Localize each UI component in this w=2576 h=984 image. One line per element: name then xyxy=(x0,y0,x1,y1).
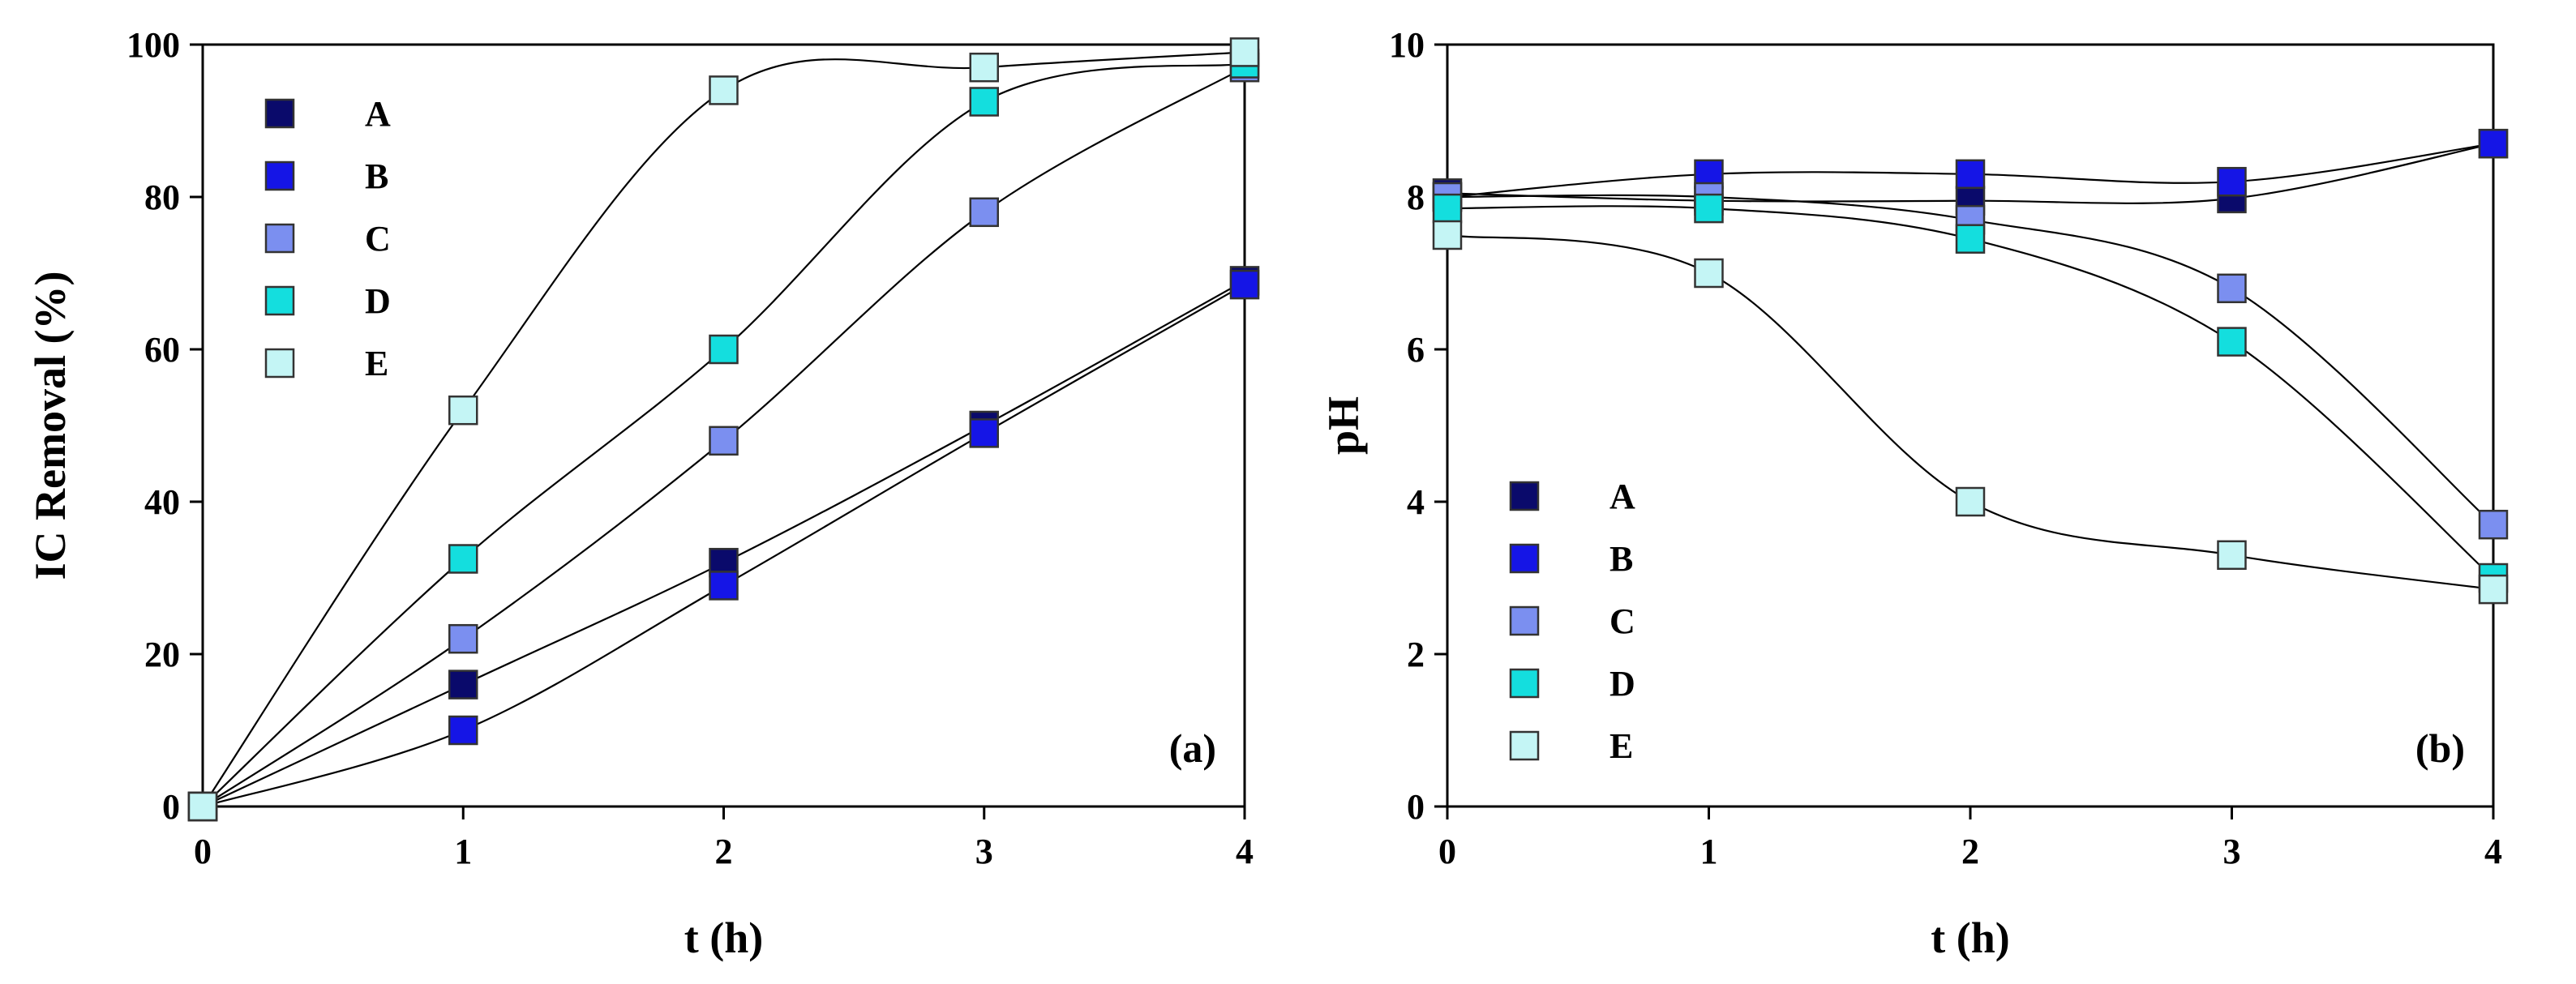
y-tick-label: 10 xyxy=(1389,25,1425,65)
y-tick-label: 4 xyxy=(1407,482,1425,522)
data-point-D xyxy=(2217,327,2247,357)
panel-label: (a) xyxy=(1169,725,1216,771)
data-point-A xyxy=(448,670,478,699)
x-tick-label: 0 xyxy=(1438,832,1456,871)
data-point-B xyxy=(709,571,739,601)
series-line-E xyxy=(1447,233,2494,591)
legend-label-B: B xyxy=(1609,539,1633,579)
panel-label: (b) xyxy=(2415,725,2465,771)
data-point-B xyxy=(1229,269,1260,300)
y-tick-label: 0 xyxy=(162,787,180,827)
y-tick-label: 20 xyxy=(144,635,180,674)
x-tick-label: 2 xyxy=(715,832,733,871)
data-point-B xyxy=(2478,128,2509,159)
legend-marker-A xyxy=(264,98,295,129)
data-point-E xyxy=(709,75,739,105)
x-tick-label: 3 xyxy=(2223,832,2241,871)
legend-marker-D xyxy=(1509,668,1540,699)
y-tick-label: 40 xyxy=(144,482,180,522)
x-tick-label: 4 xyxy=(2484,832,2502,871)
legend-label-E: E xyxy=(1609,726,1633,766)
legend-marker-D xyxy=(264,285,295,316)
x-tick-label: 1 xyxy=(1700,832,1718,871)
data-point-E xyxy=(448,395,478,426)
y-tick-label: 2 xyxy=(1407,635,1425,674)
legend-label-D: D xyxy=(1609,664,1635,704)
data-point-B xyxy=(448,715,478,746)
data-point-E xyxy=(969,52,999,83)
data-point-C xyxy=(2478,509,2509,540)
x-axis-title: t (h) xyxy=(684,913,763,962)
series-line-D xyxy=(1447,205,2494,579)
legend-marker-E xyxy=(264,348,295,379)
y-axis-title: pH xyxy=(1319,396,1368,455)
x-tick-label: 0 xyxy=(194,832,212,871)
x-axis-title: t (h) xyxy=(1931,913,2009,962)
data-point-D xyxy=(709,334,739,365)
data-point-D xyxy=(448,544,478,574)
series-line-E xyxy=(202,51,1245,807)
data-point-E xyxy=(1955,486,1986,517)
data-point-E xyxy=(1432,220,1463,250)
legend-marker-B xyxy=(264,160,295,191)
data-point-C xyxy=(2217,273,2247,304)
x-tick-label: 4 xyxy=(1236,832,1254,871)
y-tick-label: 8 xyxy=(1407,178,1425,217)
y-axis-title: IC Removal (%) xyxy=(26,272,75,580)
x-tick-label: 2 xyxy=(1961,832,1979,871)
y-tick-label: 6 xyxy=(1407,330,1425,370)
y-tick-label: 60 xyxy=(144,330,180,370)
data-point-E xyxy=(1229,37,1260,67)
data-point-D xyxy=(1955,224,1986,254)
y-tick-label: 100 xyxy=(126,25,180,65)
legend-label-C: C xyxy=(365,219,391,259)
data-point-B xyxy=(969,418,999,448)
legend-label-D: D xyxy=(365,281,391,321)
legend-marker-C xyxy=(264,223,295,254)
legend-marker-E xyxy=(1509,730,1540,761)
data-point-D xyxy=(1694,193,1724,224)
data-point-E xyxy=(1694,258,1724,289)
legend-label-A: A xyxy=(365,94,391,134)
legend-label-B: B xyxy=(365,156,388,196)
data-point-E xyxy=(2478,574,2509,605)
legend-marker-B xyxy=(1509,543,1540,574)
data-point-D xyxy=(969,87,999,117)
legend-marker-A xyxy=(1509,481,1540,511)
y-tick-label: 0 xyxy=(1407,787,1425,827)
data-point-C xyxy=(969,197,999,228)
data-point-E xyxy=(187,791,218,822)
data-point-C xyxy=(709,426,739,456)
data-point-B xyxy=(2217,166,2247,197)
legend-label-C: C xyxy=(1609,601,1635,641)
legend-label-E: E xyxy=(365,344,388,383)
x-tick-label: 3 xyxy=(975,832,993,871)
data-point-C xyxy=(448,623,478,654)
data-point-B xyxy=(1955,159,1986,190)
data-point-E xyxy=(2217,540,2247,571)
legend-label-A: A xyxy=(1609,477,1635,516)
data-point-D xyxy=(1432,193,1463,224)
y-tick-label: 80 xyxy=(144,178,180,217)
plot-frame xyxy=(201,43,1246,808)
x-tick-label: 1 xyxy=(454,832,472,871)
legend-marker-C xyxy=(1509,605,1540,636)
